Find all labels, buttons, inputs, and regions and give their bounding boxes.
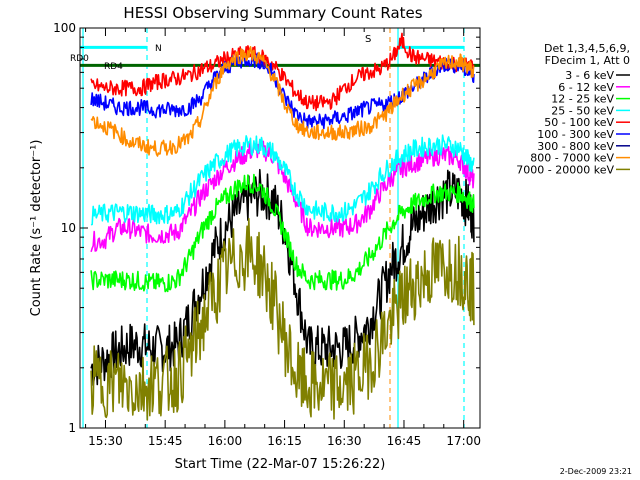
x-tick-label: 16:15: [267, 434, 302, 448]
y-axis-label: Count Rate (s⁻¹ detector⁻¹): [29, 140, 44, 317]
series-layer: [90, 32, 475, 421]
y-axis-ticks: 1 10 100: [53, 21, 480, 435]
legend: Det 1,3,4,5,6,9, FDecim 1, Att 0 3 - 6 k…: [516, 42, 630, 176]
legend-label: 300 - 800 keV: [537, 140, 614, 153]
legend-label: 7000 - 20000 keV: [516, 163, 614, 176]
chart-title: HESSI Observing Summary Count Rates: [123, 4, 422, 22]
x-tick-label: 15:45: [148, 434, 183, 448]
series-line: [90, 168, 475, 386]
annotation-label: N: [155, 44, 162, 54]
x-tick-label: 16:45: [387, 434, 422, 448]
legend-label: 6 - 12 keV: [558, 81, 614, 94]
series-line: [90, 217, 475, 421]
x-tick-label: 16:30: [327, 434, 362, 448]
date-stamp: 2-Dec-2009 23:21: [560, 467, 632, 476]
x-tick-label: 17:00: [446, 434, 481, 448]
series-line: [90, 45, 475, 157]
legend-header-line-2: FDecim 1, Att 0: [545, 54, 630, 67]
annotation-label: RD4: [104, 62, 123, 72]
legend-label: 100 - 300 keV: [537, 128, 614, 141]
legend-label: 800 - 7000 keV: [530, 152, 614, 165]
series-line: [90, 138, 475, 253]
y-tick-label: 100: [53, 21, 76, 35]
legend-label: 50 - 100 keV: [544, 116, 614, 129]
series-line: [90, 32, 475, 112]
legend-header-line-1: Det 1,3,4,5,6,9,: [544, 42, 630, 55]
x-tick-label: 16:00: [208, 434, 243, 448]
y-tick-label: 1: [68, 421, 76, 435]
x-axis-label: Start Time (22-Mar-07 15:26:22): [175, 457, 386, 472]
y-tick-label: 10: [61, 221, 76, 235]
x-tick-label: 15:30: [88, 434, 123, 448]
x-axis-ticks: 15:30 15:45 16:00 16:15 16:30 16:45 17:00: [85, 28, 481, 448]
legend-label: 12 - 25 keV: [551, 93, 614, 106]
series-line: [90, 173, 475, 293]
legend-label: 3 - 6 keV: [565, 69, 614, 82]
legend-label: 25 - 50 keV: [551, 104, 614, 117]
series-line: [90, 134, 475, 226]
annotation-label: S: [365, 34, 371, 45]
